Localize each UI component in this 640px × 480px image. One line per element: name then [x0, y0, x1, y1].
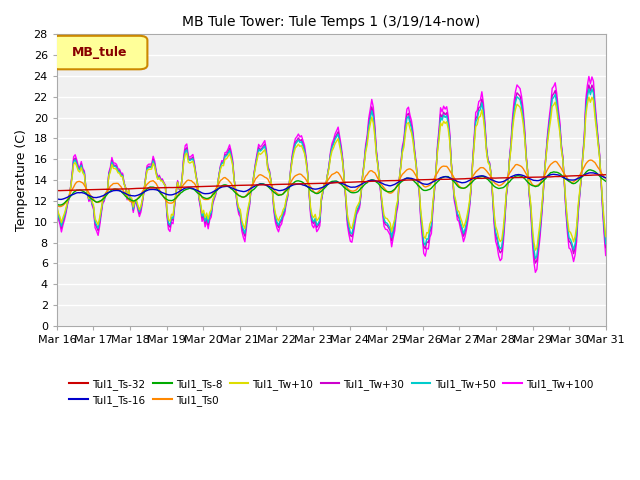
Legend: Tul1_Ts-32, Tul1_Ts-16, Tul1_Ts-8, Tul1_Ts0, Tul1_Tw+10, Tul1_Tw+30, Tul1_Tw+50,: Tul1_Ts-32, Tul1_Ts-16, Tul1_Ts-8, Tul1_… [65, 375, 597, 410]
Y-axis label: Temperature (C): Temperature (C) [15, 129, 28, 231]
Title: MB Tule Tower: Tule Temps 1 (3/19/14-now): MB Tule Tower: Tule Temps 1 (3/19/14-now… [182, 15, 481, 29]
Text: MB_tule: MB_tule [72, 46, 127, 59]
FancyBboxPatch shape [51, 36, 147, 69]
